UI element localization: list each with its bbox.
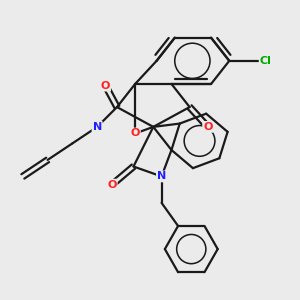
Text: O: O <box>107 180 117 190</box>
Text: N: N <box>92 122 102 132</box>
Text: O: O <box>130 128 140 139</box>
Text: N: N <box>157 171 166 182</box>
Text: O: O <box>101 81 110 91</box>
Text: Cl: Cl <box>260 56 272 66</box>
Text: O: O <box>203 122 212 132</box>
